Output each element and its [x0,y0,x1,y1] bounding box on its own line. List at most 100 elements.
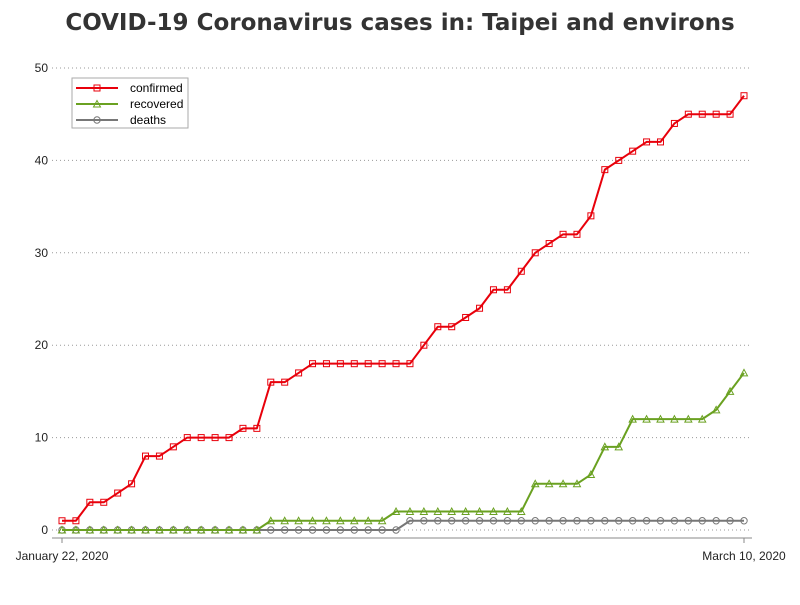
data-point-recovered [57,525,67,534]
data-point-confirmed [128,480,136,488]
data-point-recovered [683,414,693,423]
data-point-recovered [349,516,359,525]
data-point-confirmed [698,110,706,118]
data-point-deaths [656,517,665,525]
data-point-deaths [406,517,414,525]
data-point-deaths [267,526,275,534]
data-point-confirmed [726,110,734,118]
data-point-recovered [169,525,178,534]
data-point-confirmed [559,230,567,238]
data-point-confirmed [545,240,553,248]
data-point-confirmed [239,424,247,432]
data-point-recovered [475,506,484,516]
data-point-confirmed [601,166,609,174]
data-point-recovered [196,525,206,534]
data-point-deaths [531,517,539,525]
data-point-deaths [740,517,748,525]
data-point-recovered [670,414,679,423]
data-point-deaths [280,526,289,534]
y-tick-label: 20 [35,338,49,352]
data-point-confirmed [476,304,484,312]
data-point-recovered [544,479,554,488]
data-point-deaths [489,517,498,525]
data-point-recovered [697,414,707,423]
data-point-confirmed [211,434,219,442]
data-point-recovered [377,516,387,525]
legend-marker-confirmed [93,84,101,92]
data-point-confirmed [643,138,651,146]
data-point-deaths [698,517,706,525]
data-point-deaths [434,517,442,525]
data-point-deaths [670,517,679,525]
data-point-deaths [642,517,651,525]
data-point-recovered [711,405,721,414]
x-tick-label-start: January 22, 2020 [16,549,109,563]
data-point-confirmed [684,110,692,118]
data-point-recovered [447,506,457,516]
data-point-confirmed [629,147,637,155]
data-point-confirmed [114,489,122,497]
legend-marker-recovered [92,99,102,108]
data-point-recovered [725,386,735,395]
data-point-recovered [600,442,610,451]
data-point-confirmed [253,424,261,432]
data-point-deaths [364,526,372,534]
data-point-deaths [615,517,623,525]
data-point-recovered [224,525,234,534]
data-point-confirmed [155,452,163,460]
data-point-confirmed [434,323,442,331]
data-point-confirmed [448,323,456,331]
data-point-recovered [530,479,540,488]
data-point-recovered [113,525,123,534]
data-point-deaths [587,517,595,525]
data-point-confirmed [573,230,581,238]
data-point-recovered [739,368,749,377]
data-point-recovered [294,516,303,525]
data-point-recovered [391,506,401,516]
data-point-recovered [238,525,248,534]
data-point-recovered [433,506,443,516]
data-point-recovered [419,506,429,516]
data-point-recovered [85,525,95,534]
data-point-confirmed [309,360,317,368]
data-point-recovered [280,516,290,525]
data-point-confirmed [406,360,414,368]
data-point-recovered [572,479,582,488]
data-point-deaths [545,517,553,525]
data-point-confirmed [58,517,66,525]
data-point-confirmed [100,498,108,506]
data-point-recovered [266,516,276,525]
data-point-confirmed [267,378,275,386]
data-point-confirmed [378,360,386,368]
data-point-deaths [517,517,526,525]
data-point-confirmed [462,313,470,321]
legend-label-recovered: recovered [130,97,183,111]
y-tick-label: 0 [41,523,48,537]
data-point-confirmed [587,212,595,220]
data-point-recovered [656,414,665,423]
data-point-recovered [127,525,136,534]
data-point-deaths [712,517,720,525]
data-point-recovered [558,479,568,488]
data-point-recovered [642,414,651,423]
data-point-confirmed [142,452,150,460]
data-point-recovered [308,516,317,525]
data-point-recovered [628,414,637,423]
data-point-confirmed [420,341,428,349]
data-point-confirmed [531,249,539,257]
data-point-deaths [684,517,693,525]
data-point-recovered [336,516,345,525]
data-point-deaths [559,517,567,525]
data-point-deaths [573,517,581,525]
data-point-confirmed [295,369,303,377]
data-point-confirmed [322,360,330,368]
data-point-recovered [405,506,415,516]
x-tick-label-end: March 10, 2020 [702,549,786,563]
series-line-confirmed [62,95,745,522]
data-point-confirmed [503,286,511,294]
data-point-deaths [308,526,317,534]
data-point-confirmed [183,434,191,442]
data-point-recovered [503,506,512,516]
data-point-recovered [182,525,192,534]
